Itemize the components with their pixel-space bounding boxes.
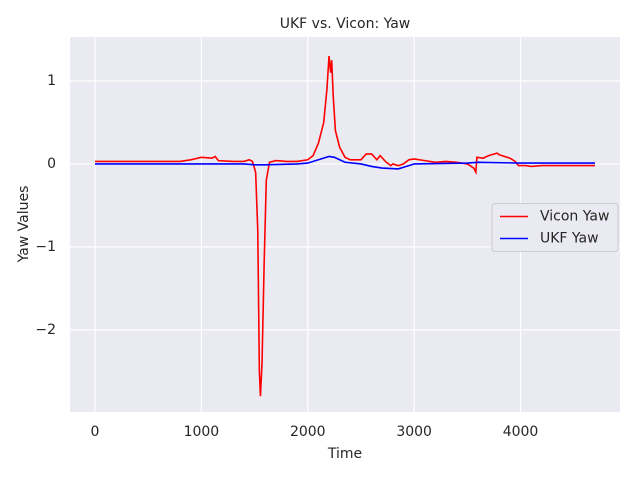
x-tick-label: 0 <box>91 424 100 440</box>
y-tick-label: −1 <box>35 239 56 255</box>
data-line <box>95 56 595 397</box>
x-tick-label: 2000 <box>290 424 326 440</box>
x-tick-label: 4000 <box>503 424 539 440</box>
chart-title: UKF vs. Vicon: Yaw <box>280 16 411 32</box>
legend-label: UKF Yaw <box>540 231 599 247</box>
y-tick-label: 0 <box>47 156 56 172</box>
y-axis-label: Yaw Values <box>16 186 32 264</box>
legend-box <box>491 203 619 252</box>
y-tick-label: 1 <box>47 73 56 89</box>
x-tick-label: 3000 <box>396 424 432 440</box>
x-axis-label: Time <box>327 446 362 462</box>
x-tick-label: 1000 <box>184 424 220 440</box>
legend-label: Vicon Yaw <box>540 209 609 225</box>
data-line <box>95 155 595 170</box>
y-tick-label: −2 <box>35 322 56 338</box>
